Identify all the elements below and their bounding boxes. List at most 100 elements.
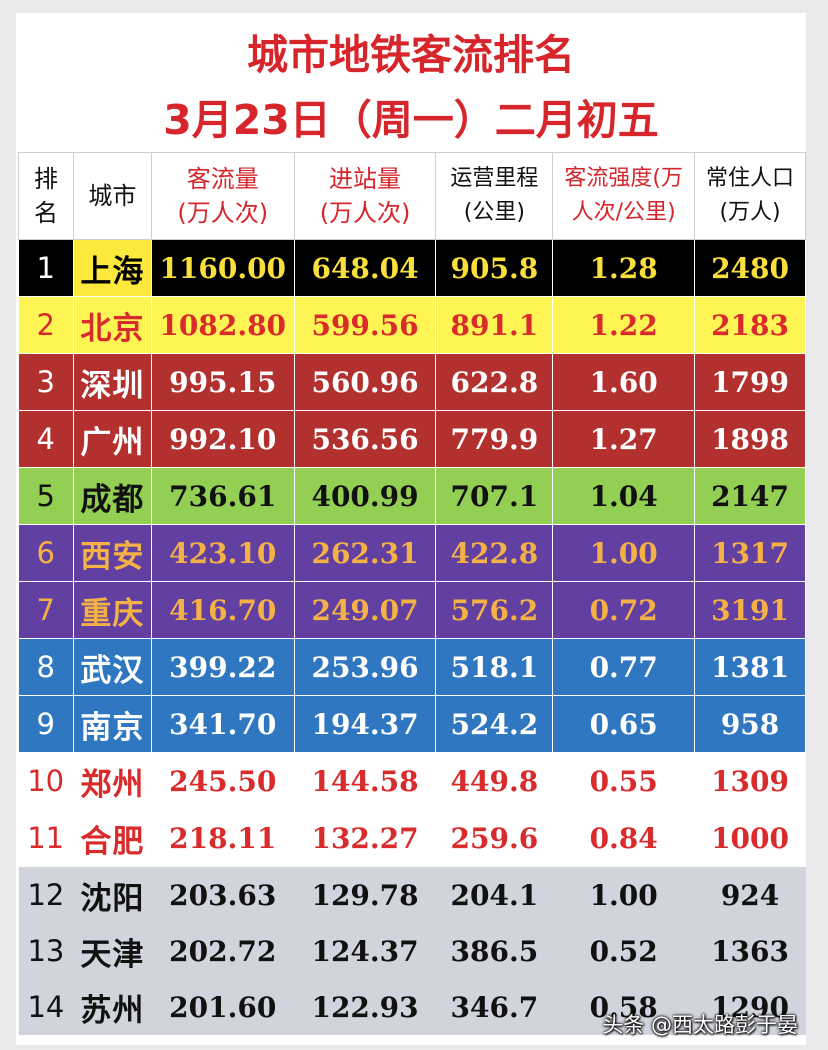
page-title: 城市地铁客流排名 [247, 31, 575, 79]
ranking-rows: 1 上海 1160.00 648.04 905.8 1.28 2480 2 北京 1082.80 5… [18, 239, 806, 1035]
cell-intensity: 0.65 [552, 695, 696, 753]
cell-mileage: 346.7 [435, 979, 553, 1035]
header-population: 常住人口 (万人) [694, 152, 806, 240]
cell-entries: 648.04 [294, 239, 437, 297]
cell-population: 1000 [694, 809, 806, 867]
cell-rank: 12 [18, 866, 74, 923]
cell-ridership: 992.10 [151, 410, 295, 468]
table-row: 11 合肥 218.11 132.27 259.6 0.84 1000 [18, 809, 806, 867]
cell-rank: 8 [18, 638, 74, 696]
cell-entries: 253.96 [294, 638, 437, 696]
table-row: 5 成都 736.61 400.99 707.1 1.04 2147 [18, 467, 806, 525]
cell-ridership: 423.10 [151, 524, 295, 582]
cell-entries: 536.56 [294, 410, 437, 468]
cell-ridership: 1160.00 [151, 239, 295, 297]
cell-ridership: 995.15 [151, 353, 295, 411]
header-row: 排名 城市 客流量 (万人次) 进站量 (万人次) 运营里程 (公里) 客流强度(万人… [18, 152, 806, 240]
cell-mileage: 524.2 [435, 695, 554, 753]
cell-ridership: 245.50 [151, 752, 295, 810]
cell-ridership: 201.60 [151, 979, 295, 1035]
cell-city: 南京 [73, 695, 152, 753]
cell-rank: 13 [18, 923, 74, 979]
cell-population: 1317 [694, 524, 806, 582]
cell-population: 1363 [694, 923, 806, 979]
cell-population: 1381 [694, 638, 806, 696]
cell-mileage: 204.1 [435, 866, 553, 923]
cell-rank: 14 [18, 979, 74, 1035]
table-row: 3 深圳 995.15 560.96 622.8 1.60 1799 [18, 353, 806, 411]
cell-population: 1290 [694, 979, 806, 1035]
cell-intensity: 1.00 [552, 866, 695, 923]
cell-entries: 132.27 [294, 809, 437, 867]
cell-intensity: 1.00 [552, 524, 696, 582]
cell-rank: 2 [18, 296, 74, 354]
cell-rank: 7 [18, 581, 74, 639]
cell-city: 苏州 [73, 979, 152, 1035]
cell-ridership: 416.70 [151, 581, 295, 639]
cell-mileage: 622.8 [435, 353, 554, 411]
cell-mileage: 449.8 [435, 752, 554, 810]
cell-intensity: 0.52 [552, 923, 695, 979]
table-row: 6 西安 423.10 262.31 422.8 1.00 1317 [18, 524, 806, 582]
cell-rank: 3 [18, 353, 74, 411]
cell-population: 2183 [694, 296, 806, 354]
cell-ridership: 1082.80 [151, 296, 295, 354]
cell-rank: 10 [18, 752, 74, 810]
cell-intensity: 0.77 [552, 638, 696, 696]
cell-entries: 129.78 [294, 866, 436, 923]
cell-city: 天津 [73, 923, 152, 979]
cell-ridership: 341.70 [151, 695, 295, 753]
cell-rank: 4 [18, 410, 74, 468]
cell-population: 1898 [694, 410, 806, 468]
cell-rank: 9 [18, 695, 74, 753]
table-row: 9 南京 341.70 194.37 524.2 0.65 958 [18, 695, 806, 753]
cell-intensity: 1.60 [552, 353, 696, 411]
cell-intensity: 1.04 [552, 467, 696, 525]
cell-population: 924 [694, 866, 806, 923]
table-row: 14 苏州 201.60 122.93 346.7 0.58 1290 [18, 979, 806, 1035]
cell-intensity: 0.72 [552, 581, 696, 639]
header-city: 城市 [72, 152, 152, 240]
page-subtitle-date: 3月23日（周一）二月初五 [163, 96, 659, 144]
cell-entries: 249.07 [294, 581, 437, 639]
table-row: 13 天津 202.72 124.37 386.5 0.52 1363 [18, 923, 806, 979]
cell-rank: 11 [18, 809, 74, 867]
cell-mileage: 422.8 [435, 524, 554, 582]
cell-city: 西安 [73, 524, 152, 582]
cell-city: 武汉 [73, 638, 152, 696]
cell-population: 958 [694, 695, 806, 753]
cell-rank: 1 [18, 239, 74, 297]
cell-entries: 262.31 [294, 524, 437, 582]
cell-entries: 194.37 [294, 695, 437, 753]
cell-rank: 6 [18, 524, 74, 582]
cell-entries: 560.96 [294, 353, 437, 411]
table-row: 12 沈阳 203.63 129.78 204.1 1.00 924 [18, 866, 806, 923]
cell-ridership: 736.61 [151, 467, 295, 525]
cell-city: 郑州 [73, 752, 152, 810]
cell-intensity: 0.84 [552, 809, 696, 867]
cell-mileage: 707.1 [435, 467, 554, 525]
cell-entries: 400.99 [294, 467, 437, 525]
header-rank: 排名 [18, 152, 74, 240]
cell-population: 1799 [694, 353, 806, 411]
header-entries: 进站量 (万人次) [293, 152, 437, 240]
cell-city: 广州 [73, 410, 152, 468]
cell-entries: 144.58 [294, 752, 437, 810]
cell-ridership: 203.63 [151, 866, 295, 923]
table-row: 4 广州 992.10 536.56 779.9 1.27 1898 [18, 410, 806, 468]
cell-mileage: 779.9 [435, 410, 554, 468]
cell-mileage: 518.1 [435, 638, 554, 696]
cell-population: 2147 [694, 467, 806, 525]
cell-mileage: 891.1 [435, 296, 554, 354]
ranking-table: 排名 城市 客流量 (万人次) 进站量 (万人次) 运营里程 (公里) 客流强度(万人… [18, 152, 806, 1035]
cell-entries: 599.56 [294, 296, 437, 354]
cell-mileage: 576.2 [435, 581, 554, 639]
cell-population: 2480 [694, 239, 806, 297]
cell-rank: 5 [18, 467, 74, 525]
cell-population: 3191 [694, 581, 806, 639]
cell-city: 沈阳 [73, 866, 152, 923]
cell-city: 重庆 [73, 581, 152, 639]
cell-city: 成都 [73, 467, 152, 525]
cell-intensity: 0.58 [552, 979, 695, 1035]
cell-city: 合肥 [73, 809, 152, 867]
